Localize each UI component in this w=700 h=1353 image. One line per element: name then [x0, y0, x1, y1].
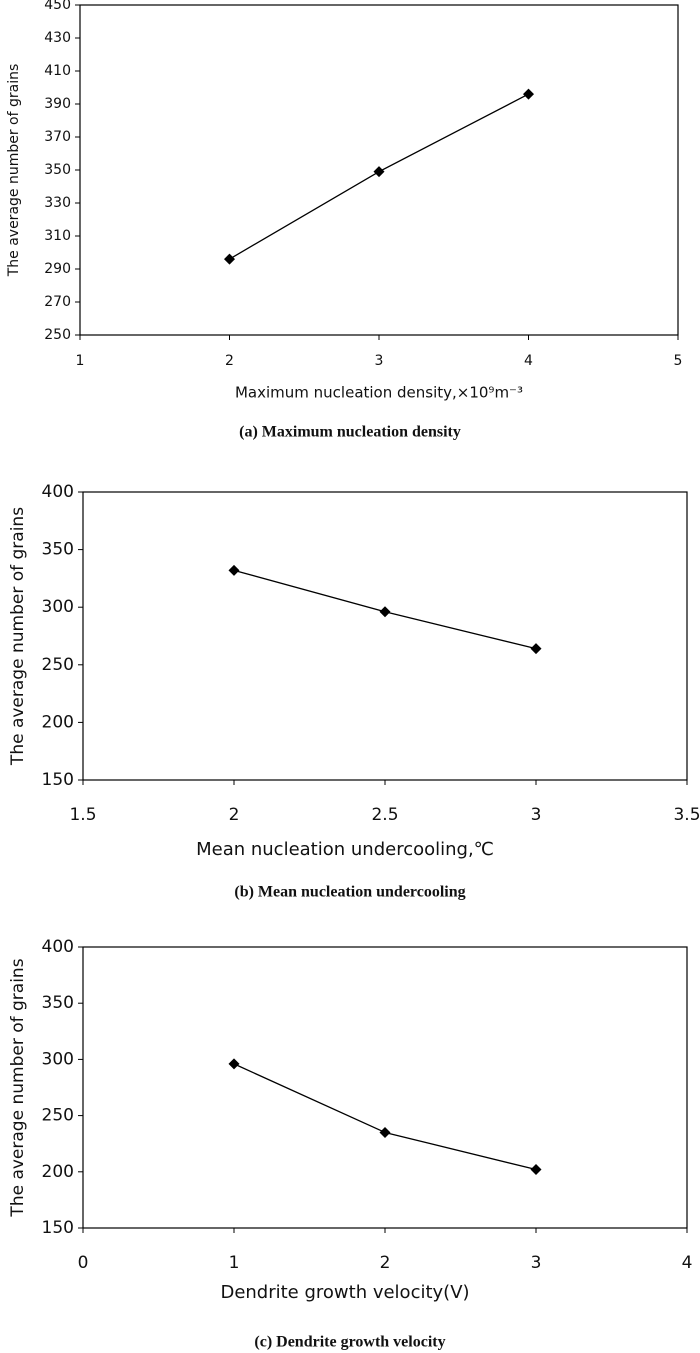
caption: (a) Maximum nucleation density — [239, 424, 461, 441]
x-tick-label: 2 — [225, 353, 234, 369]
y-tick-label: 400 — [42, 482, 74, 502]
marker — [530, 1164, 542, 1176]
marker — [530, 643, 542, 655]
y-tick-label: 300 — [42, 1049, 74, 1069]
y-axis-label: The average number of grains — [8, 507, 28, 766]
y-tick-label: 200 — [42, 712, 74, 732]
y-tick-label: 450 — [44, 0, 71, 13]
y-tick-label: 350 — [44, 162, 71, 178]
x-tick-label: 3 — [531, 805, 542, 825]
marker — [228, 564, 240, 576]
x-tick-label: 1 — [76, 353, 85, 369]
x-tick-label: 2.5 — [371, 805, 398, 825]
plot-frame — [82, 946, 688, 1229]
x-axis-label: Mean nucleation undercooling,℃ — [196, 839, 494, 860]
y-tick-label: 250 — [42, 1106, 74, 1126]
y-tick-label: 430 — [44, 30, 71, 46]
marker — [379, 606, 391, 618]
line — [233, 1063, 537, 1171]
marker — [373, 166, 385, 178]
y-tick-label: 200 — [42, 1162, 74, 1182]
x-tick-label: 1.5 — [69, 805, 96, 825]
y-axis-label: The average number of grains — [6, 64, 22, 278]
y-tick-label: 350 — [42, 993, 74, 1013]
y-tick-label: 250 — [42, 655, 74, 675]
caption: (b) Mean nucleation undercooling — [234, 884, 465, 901]
y-tick-label: 290 — [44, 261, 71, 277]
x-tick-label: 4 — [682, 1253, 693, 1273]
x-tick-label: 3 — [531, 1253, 542, 1273]
plot-frame — [82, 491, 688, 781]
x-axis-label: Dendrite growth velocity(V) — [220, 1282, 469, 1303]
y-tick-label: 150 — [42, 1218, 74, 1238]
y-tick-label: 370 — [44, 129, 71, 145]
y-tick-label: 400 — [42, 937, 74, 957]
y-tick-label: 270 — [44, 294, 71, 310]
y-tick-label: 250 — [44, 327, 71, 343]
x-tick-label: 3 — [375, 353, 384, 369]
y-tick-label: 150 — [42, 770, 74, 790]
marker — [228, 1058, 240, 1070]
y-tick-label: 310 — [44, 228, 71, 244]
x-tick-label: 0 — [78, 1253, 89, 1273]
x-axis-label: Maximum nucleation density,×10⁹m⁻³ — [235, 384, 523, 402]
x-tick-label: 4 — [524, 353, 533, 369]
y-tick-label: 350 — [42, 540, 74, 560]
marker — [379, 1126, 391, 1138]
x-tick-label: 1 — [229, 1253, 240, 1273]
x-tick-label: 2 — [380, 1253, 391, 1273]
marker — [224, 253, 235, 265]
y-tick-label: 330 — [44, 195, 71, 211]
y-tick-label: 390 — [44, 96, 71, 112]
marker — [523, 88, 534, 100]
x-tick-label: 5 — [674, 353, 683, 369]
y-tick-label: 410 — [44, 63, 71, 79]
y-tick-label: 300 — [42, 597, 74, 617]
x-tick-label: 3.5 — [673, 805, 700, 825]
caption: (c) Dendrite growth velocity — [254, 1334, 445, 1351]
x-tick-label: 2 — [229, 805, 240, 825]
y-axis-label: The average number of grains — [8, 958, 28, 1217]
